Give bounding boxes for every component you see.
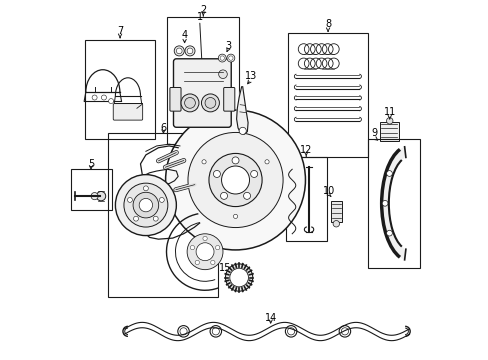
Circle shape [382, 201, 387, 206]
Circle shape [218, 54, 226, 62]
FancyBboxPatch shape [113, 104, 142, 120]
Circle shape [203, 236, 207, 240]
Polygon shape [236, 87, 247, 134]
Circle shape [153, 216, 158, 221]
Text: 11: 11 [383, 107, 395, 117]
Circle shape [181, 94, 199, 112]
Circle shape [92, 95, 97, 100]
Circle shape [201, 94, 219, 112]
Circle shape [218, 70, 227, 78]
Circle shape [196, 243, 214, 261]
Circle shape [250, 170, 257, 177]
Text: 6: 6 [160, 123, 166, 133]
Circle shape [115, 175, 176, 235]
Circle shape [220, 56, 224, 60]
Circle shape [184, 46, 195, 56]
Bar [85, 40, 155, 139]
Circle shape [202, 160, 206, 164]
Bar [287, 33, 367, 157]
Circle shape [165, 110, 305, 250]
Text: 8: 8 [325, 19, 330, 29]
Bar [108, 134, 217, 297]
Circle shape [133, 192, 159, 218]
Circle shape [332, 221, 339, 227]
Circle shape [228, 56, 233, 60]
Circle shape [220, 192, 227, 199]
Circle shape [221, 166, 249, 194]
Circle shape [204, 98, 215, 108]
Circle shape [143, 186, 148, 191]
Polygon shape [381, 147, 405, 260]
Circle shape [174, 46, 184, 56]
FancyBboxPatch shape [223, 87, 234, 111]
Circle shape [101, 95, 106, 100]
Circle shape [264, 160, 268, 164]
Circle shape [210, 260, 215, 265]
Text: 14: 14 [264, 313, 276, 323]
Circle shape [133, 216, 138, 221]
Circle shape [213, 170, 220, 177]
Text: 2: 2 [200, 5, 206, 15]
Circle shape [239, 127, 246, 134]
Circle shape [226, 54, 234, 62]
Circle shape [233, 214, 237, 219]
Circle shape [190, 246, 194, 250]
Circle shape [108, 99, 113, 104]
Text: 5: 5 [88, 159, 94, 169]
Circle shape [232, 157, 239, 164]
Bar [330, 201, 341, 222]
Circle shape [243, 192, 250, 199]
Circle shape [386, 171, 391, 176]
FancyBboxPatch shape [173, 59, 231, 127]
Text: 7: 7 [117, 26, 123, 36]
Circle shape [195, 260, 199, 265]
Circle shape [187, 132, 283, 228]
Text: 3: 3 [225, 41, 231, 50]
Circle shape [187, 234, 223, 270]
Circle shape [159, 198, 164, 202]
Bar [70, 169, 112, 211]
Circle shape [123, 183, 167, 227]
Circle shape [96, 192, 105, 201]
Circle shape [139, 198, 152, 212]
Text: 15: 15 [218, 263, 230, 273]
Circle shape [187, 48, 192, 54]
Circle shape [127, 198, 132, 202]
Circle shape [229, 268, 248, 287]
Circle shape [208, 153, 262, 207]
Circle shape [215, 246, 220, 250]
Text: 1: 1 [196, 12, 203, 22]
Circle shape [386, 230, 391, 236]
Text: 9: 9 [370, 129, 377, 138]
FancyBboxPatch shape [169, 87, 181, 111]
Circle shape [176, 48, 182, 54]
Text: 12: 12 [299, 144, 312, 154]
Text: 4: 4 [181, 30, 187, 40]
Bar [367, 139, 419, 268]
Circle shape [225, 264, 252, 291]
Text: 13: 13 [244, 71, 257, 81]
Circle shape [386, 118, 392, 124]
Bar [379, 122, 398, 141]
Bar [167, 17, 239, 144]
Bar [285, 157, 326, 241]
Circle shape [184, 98, 195, 108]
Text: 10: 10 [322, 186, 334, 196]
Circle shape [91, 193, 98, 200]
